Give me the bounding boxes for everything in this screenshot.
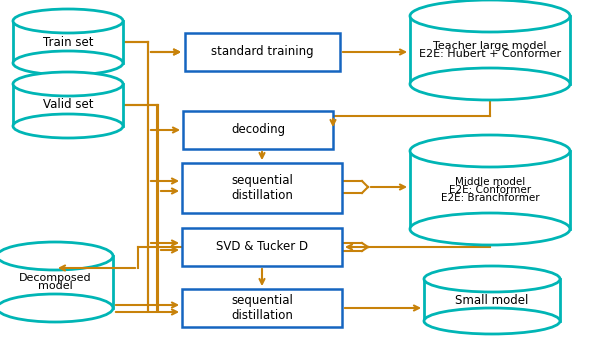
Ellipse shape	[13, 51, 123, 75]
Text: model: model	[38, 281, 72, 291]
Text: standard training: standard training	[211, 45, 313, 58]
FancyBboxPatch shape	[182, 289, 342, 327]
Polygon shape	[410, 151, 570, 229]
Ellipse shape	[410, 135, 570, 167]
FancyBboxPatch shape	[185, 33, 340, 71]
FancyBboxPatch shape	[182, 228, 342, 266]
Ellipse shape	[13, 9, 123, 33]
Text: Teacher large model: Teacher large model	[433, 41, 547, 51]
Text: E2E: Hubert + Conformer: E2E: Hubert + Conformer	[419, 49, 561, 60]
Ellipse shape	[13, 114, 123, 138]
Ellipse shape	[424, 266, 560, 292]
Ellipse shape	[424, 308, 560, 334]
Polygon shape	[13, 84, 123, 126]
Polygon shape	[13, 21, 123, 63]
Text: sequential
distillation: sequential distillation	[231, 294, 293, 322]
Ellipse shape	[410, 0, 570, 32]
Text: Small model: Small model	[455, 293, 529, 306]
Text: SVD & Tucker D: SVD & Tucker D	[216, 240, 308, 253]
Text: Valid set: Valid set	[43, 98, 93, 111]
Text: sequential
distillation: sequential distillation	[231, 174, 293, 202]
FancyBboxPatch shape	[182, 163, 342, 213]
Text: E2E: Branchformer: E2E: Branchformer	[440, 193, 539, 203]
Ellipse shape	[0, 294, 113, 322]
Ellipse shape	[13, 72, 123, 96]
Ellipse shape	[0, 242, 113, 270]
Polygon shape	[410, 16, 570, 84]
Text: Train set: Train set	[43, 36, 93, 49]
Polygon shape	[0, 256, 113, 308]
Text: decoding: decoding	[231, 123, 285, 136]
Text: E2E: Conformer: E2E: Conformer	[449, 185, 531, 195]
Ellipse shape	[410, 68, 570, 100]
Text: Middle model: Middle model	[455, 177, 525, 187]
Ellipse shape	[410, 213, 570, 245]
Polygon shape	[424, 279, 560, 321]
FancyBboxPatch shape	[183, 111, 333, 149]
Text: Decomposed: Decomposed	[18, 273, 91, 282]
